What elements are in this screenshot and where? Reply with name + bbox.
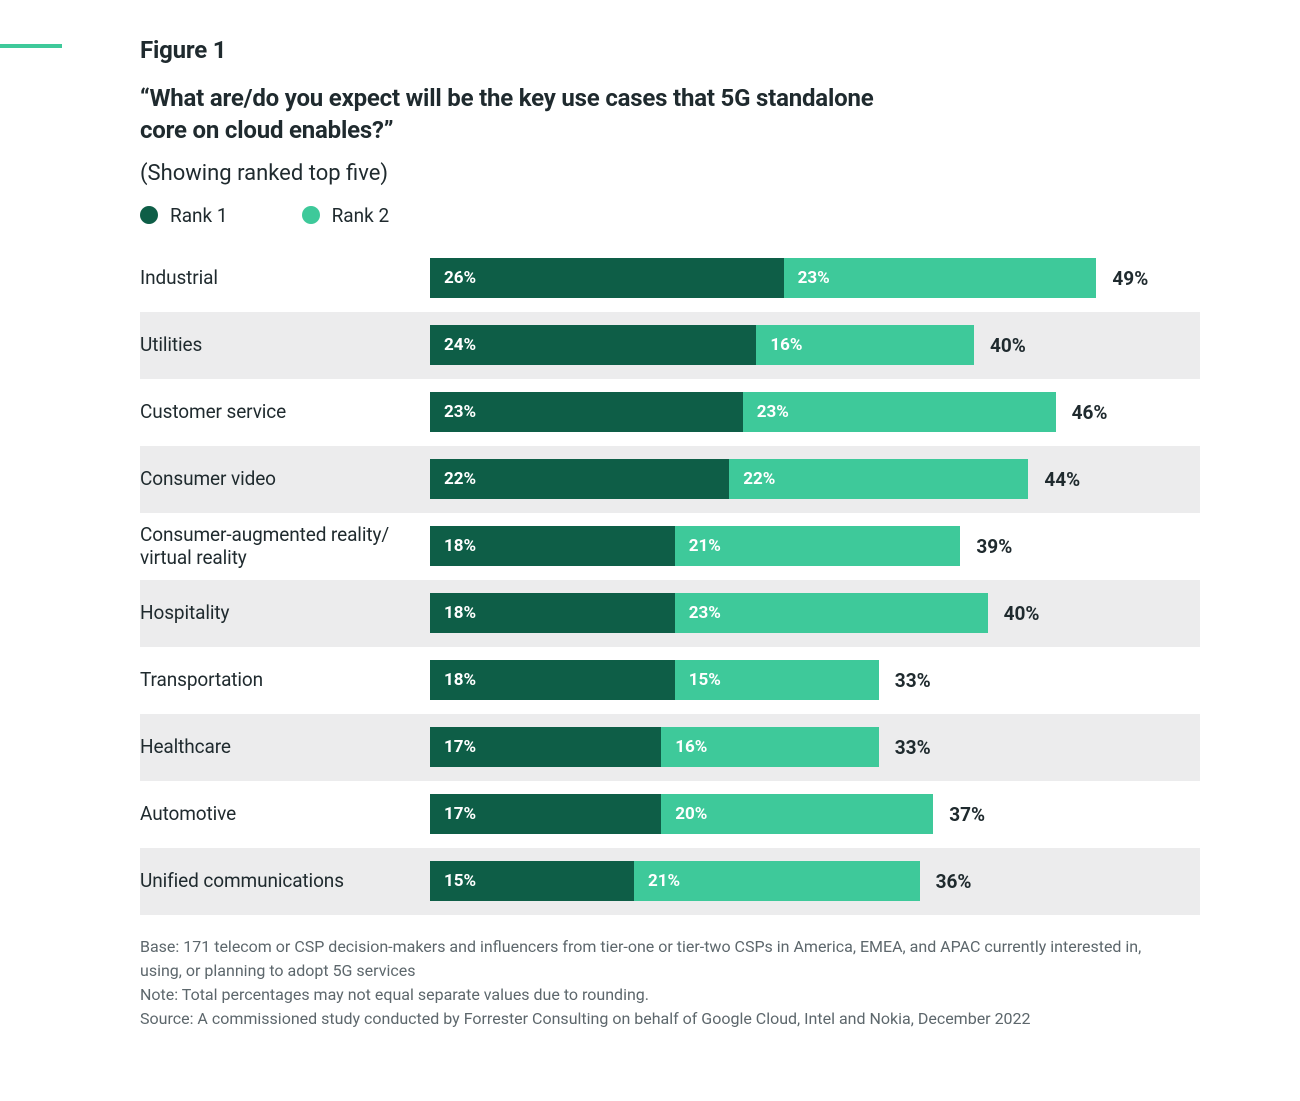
row-total: 36%: [936, 870, 972, 893]
chart-row: Consumer-augmented reality/ virtual real…: [140, 513, 1200, 580]
stacked-bar: 18%23%: [430, 593, 988, 633]
stacked-bar: 17%20%: [430, 794, 933, 834]
row-total: 46%: [1072, 401, 1108, 424]
stacked-bar: 18%15%: [430, 660, 879, 700]
bar-segment-rank2: 21%: [675, 526, 961, 566]
stacked-bar: 15%21%: [430, 861, 920, 901]
row-label: Hospitality: [140, 601, 430, 625]
bar-track: 18%21% 39%: [430, 526, 1200, 566]
bar-track: 17%16% 33%: [430, 727, 1200, 767]
bar-segment-rank2: 20%: [661, 794, 933, 834]
footnote-note: Note: Total percentages may not equal se…: [140, 983, 1180, 1007]
row-total: 33%: [895, 669, 931, 692]
row-label: Automotive: [140, 802, 430, 826]
row-total: 40%: [1004, 602, 1040, 625]
footnote-source: Source: A commissioned study conducted b…: [140, 1007, 1180, 1031]
chart-row: Customer service23%23%46%: [140, 379, 1200, 446]
bar-segment-rank2: 21%: [634, 861, 920, 901]
bar-segment-rank2: 15%: [675, 660, 879, 700]
stacked-bar: 23%23%: [430, 392, 1056, 432]
bar-track: 26%23% 49%: [430, 258, 1200, 298]
stacked-bar: 26%23%: [430, 258, 1096, 298]
figure-label: Figure 1: [140, 36, 1240, 64]
chart-row: Transportation18%15% 33%: [140, 647, 1200, 714]
row-label: Customer service: [140, 400, 430, 424]
row-label: Unified communications: [140, 869, 430, 893]
bar-segment-rank2: 16%: [661, 727, 879, 767]
bar-segment-rank1: 17%: [430, 794, 661, 834]
bar-segment-rank1: 18%: [430, 526, 675, 566]
bar-segment-rank1: 17%: [430, 727, 661, 767]
bar-segment-rank1: 22%: [430, 459, 729, 499]
legend-label-rank2: Rank 2: [332, 204, 390, 227]
bar-segment-rank1: 26%: [430, 258, 784, 298]
chart-row: Healthcare17%16% 33%: [140, 714, 1200, 781]
bar-track: 18%15% 33%: [430, 660, 1200, 700]
chart-row: Unified communications15%21% 36%: [140, 848, 1200, 915]
legend: Rank 1 Rank 2: [140, 204, 1240, 227]
chart-row: Industrial26%23% 49%: [140, 245, 1200, 312]
bar-track: 15%21% 36%: [430, 861, 1200, 901]
row-total: 39%: [976, 535, 1012, 558]
row-label: Utilities: [140, 333, 430, 357]
bar-segment-rank1: 18%: [430, 660, 675, 700]
bar-track: 17%20% 37%: [430, 794, 1200, 834]
bar-segment-rank2: 23%: [675, 593, 988, 633]
row-total: 33%: [895, 736, 931, 759]
bar-segment-rank1: 24%: [430, 325, 756, 365]
chart-row: Consumer video22%22%44%: [140, 446, 1200, 513]
stacked-bar: 24%16%: [430, 325, 974, 365]
row-label: Industrial: [140, 266, 430, 290]
bar-segment-rank1: 15%: [430, 861, 634, 901]
legend-item-rank1: Rank 1: [140, 204, 228, 227]
accent-line: [0, 44, 62, 48]
row-label: Healthcare: [140, 735, 430, 759]
bar-segment-rank2: 22%: [729, 459, 1028, 499]
row-label: Consumer-augmented reality/ virtual real…: [140, 523, 430, 571]
stacked-bar: 22%22%: [430, 459, 1028, 499]
row-total: 44%: [1044, 468, 1080, 491]
legend-item-rank2: Rank 2: [302, 204, 390, 227]
legend-label-rank1: Rank 1: [170, 204, 228, 227]
bar-chart: Industrial26%23%49%Utilities24%16%40%Cus…: [140, 245, 1200, 915]
swatch-rank1: [140, 206, 158, 224]
footnote-base: Base: 171 telecom or CSP decision-makers…: [140, 935, 1180, 983]
row-label: Consumer video: [140, 467, 430, 491]
row-label: Transportation: [140, 668, 430, 692]
swatch-rank2: [302, 206, 320, 224]
stacked-bar: 17%16%: [430, 727, 879, 767]
figure-subhead: (Showing ranked top five): [140, 161, 1240, 186]
figure-container: Figure 1 “What are/do you expect will be…: [0, 0, 1300, 1101]
row-total: 40%: [990, 334, 1026, 357]
figure-title: “What are/do you expect will be the key …: [140, 82, 900, 147]
chart-row: Hospitality18%23% 40%: [140, 580, 1200, 647]
chart-row: Automotive17%20% 37%: [140, 781, 1200, 848]
bar-segment-rank1: 18%: [430, 593, 675, 633]
row-total: 37%: [949, 803, 985, 826]
bar-segment-rank2: 23%: [743, 392, 1056, 432]
bar-track: 24%16% 40%: [430, 325, 1200, 365]
bar-track: 22%22% 44%: [430, 459, 1200, 499]
bar-track: 23%23% 46%: [430, 392, 1200, 432]
chart-row: Utilities24%16% 40%: [140, 312, 1200, 379]
stacked-bar: 18%21%: [430, 526, 960, 566]
footnotes: Base: 171 telecom or CSP decision-makers…: [140, 935, 1180, 1031]
row-total: 49%: [1112, 267, 1148, 290]
bar-segment-rank1: 23%: [430, 392, 743, 432]
bar-segment-rank2: 16%: [756, 325, 974, 365]
bar-segment-rank2: 23%: [784, 258, 1097, 298]
bar-track: 18%23% 40%: [430, 593, 1200, 633]
